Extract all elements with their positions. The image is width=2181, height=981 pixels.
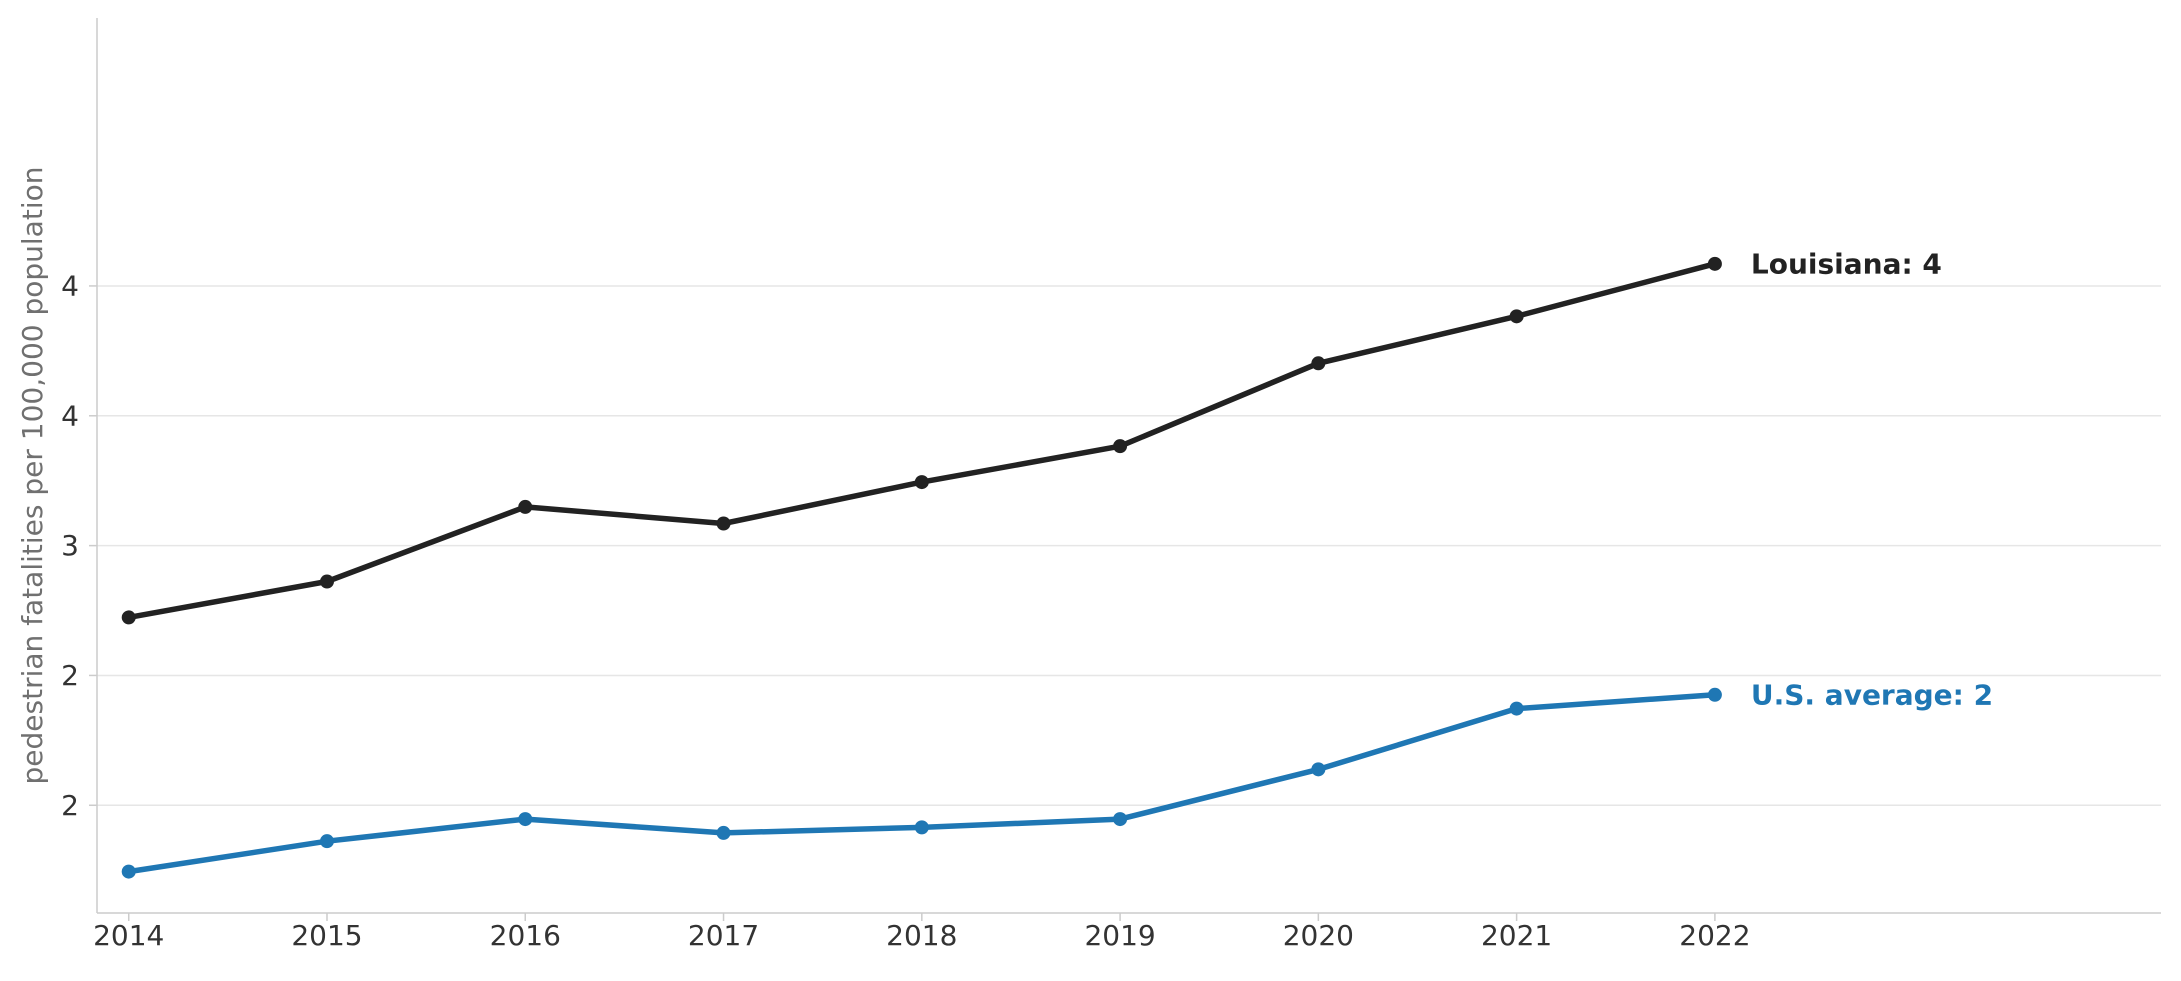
y-tick-label: 3	[61, 529, 79, 562]
data-point	[1707, 256, 1722, 271]
series-end-label: U.S. average: 2	[1751, 678, 1993, 711]
x-tick-label: 2020	[1283, 919, 1354, 952]
x-tick-label: 2014	[93, 919, 164, 952]
data-point	[319, 834, 334, 849]
x-tick-label: 2015	[291, 919, 362, 952]
data-point	[121, 610, 136, 625]
series-u-s-average: U.S. average: 2	[121, 678, 1993, 879]
data-point	[1113, 439, 1128, 454]
data-point	[716, 825, 731, 840]
x-tick-label: 2019	[1084, 919, 1155, 952]
y-axis-title: pedestrian fatalities per 100,000 popula…	[16, 167, 49, 785]
series-louisiana: Louisiana: 4	[121, 247, 1942, 625]
x-tick-label: 2022	[1679, 919, 1750, 952]
data-point	[1113, 812, 1128, 827]
y-tick-labels: 2 2 3 4 4	[61, 269, 79, 821]
x-tick-label: 2021	[1481, 919, 1552, 952]
data-point	[121, 864, 136, 879]
x-tick-labels: 2014 2015 2016 2017 2018 2019 2020 2021 2022	[93, 919, 1750, 952]
data-point	[1311, 356, 1326, 371]
series-line	[125, 261, 1718, 621]
data-point	[1509, 309, 1524, 324]
x-tick-label: 2018	[886, 919, 957, 952]
y-tick-label: 2	[61, 659, 79, 692]
gridlines	[97, 285, 2161, 807]
y-tick-label: 4	[61, 399, 79, 432]
series: Louisiana: 4 U.S. average: 2	[121, 247, 1993, 879]
y-tick-label: 4	[61, 269, 79, 302]
data-point	[1509, 701, 1524, 716]
data-point	[1707, 687, 1722, 702]
data-point	[914, 475, 929, 490]
data-point	[914, 820, 929, 835]
data-point	[518, 499, 533, 514]
data-point	[716, 516, 731, 531]
data-point	[1311, 762, 1326, 777]
y-tick-label: 2	[61, 789, 79, 822]
data-point	[518, 812, 533, 827]
x-tick-label: 2016	[490, 919, 561, 952]
axes	[89, 18, 2161, 921]
x-tick-label: 2017	[688, 919, 759, 952]
data-point	[319, 574, 334, 589]
series-end-label: Louisiana: 4	[1751, 247, 1942, 280]
series-line	[125, 692, 1718, 875]
